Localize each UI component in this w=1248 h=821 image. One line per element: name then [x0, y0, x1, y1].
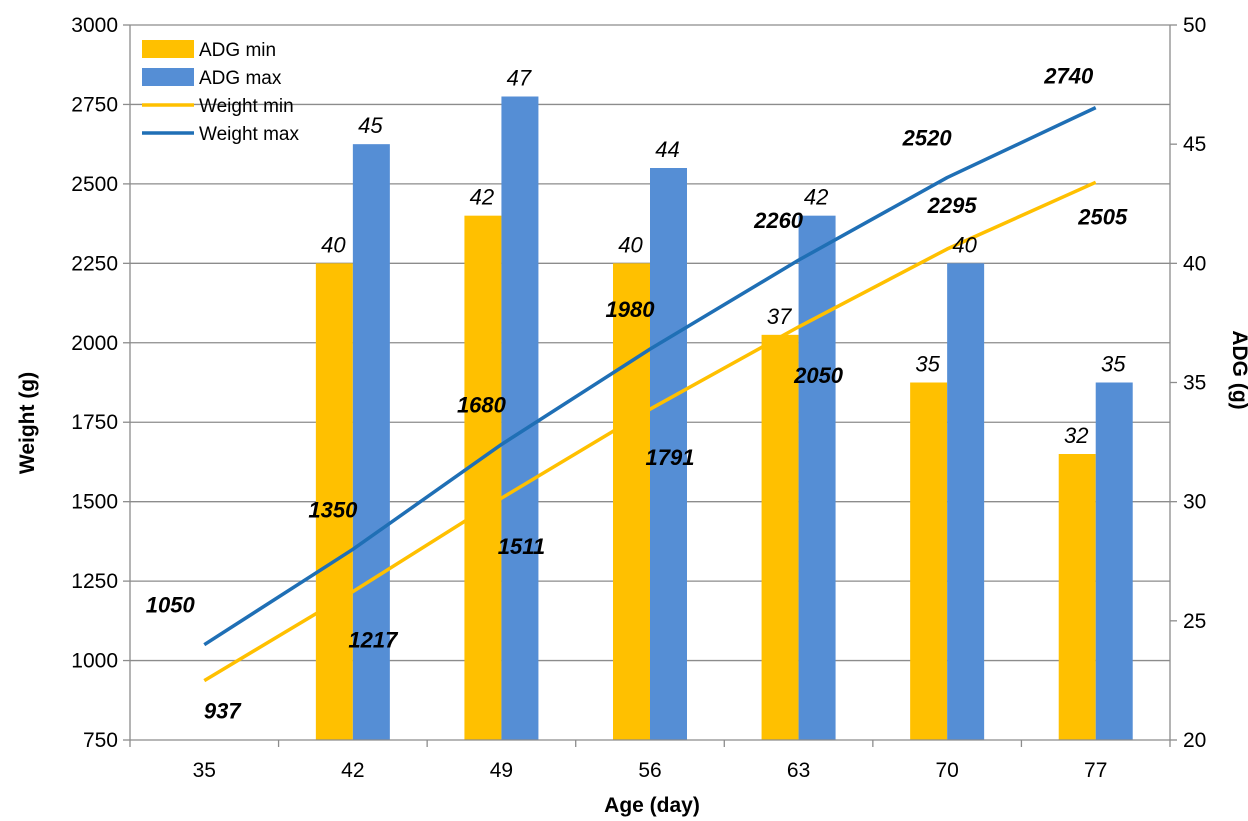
- axes: 750 1000 1250 1500 1750 2000 2250 2500 2750 3000 2…: [71, 14, 1206, 782]
- bar-label: 47: [507, 66, 532, 91]
- y-tick-label: 2500: [71, 173, 118, 196]
- line-label: 1791: [646, 445, 695, 470]
- line-label: 2740: [1043, 64, 1094, 89]
- line-label: 2050: [793, 363, 844, 388]
- bar-adg-min: [761, 334, 799, 740]
- y2-tick-label: 45: [1183, 133, 1206, 156]
- line-label: 2520: [902, 126, 953, 151]
- line-label: 1980: [606, 297, 656, 322]
- lines: [203, 106, 1097, 683]
- line-label: 1217: [348, 628, 399, 653]
- legend: ADG min ADG max Weight min Weight max: [142, 40, 299, 145]
- line-weight-max: [203, 106, 1097, 647]
- bar-adg-min: [613, 263, 650, 740]
- line-label: 2505: [1077, 204, 1128, 229]
- y2-tick-label: 25: [1183, 610, 1206, 633]
- data-labels: 40 42 40 37 35 32 45 47 44 42 40 35 937 1217 1511 1791 2…: [146, 64, 1128, 724]
- y-tick-label: 3000: [71, 14, 118, 37]
- bar-label: 42: [470, 185, 494, 210]
- y-tick-label: 2750: [71, 93, 118, 116]
- y2-tick-label: 35: [1183, 372, 1206, 395]
- bar-label: 32: [1064, 423, 1088, 448]
- line-label: 1050: [146, 593, 196, 618]
- bar-adg-min: [1058, 454, 1096, 740]
- bar-label: 37: [767, 304, 792, 329]
- bar-adg-min: [464, 215, 502, 740]
- legend-label: ADG min: [199, 40, 276, 61]
- bar-adg-min: [315, 263, 353, 740]
- x-tick-label: 70: [935, 759, 958, 782]
- bar-label: 44: [655, 137, 679, 162]
- legend-label: Weight max: [199, 124, 299, 145]
- line-label: 1680: [457, 392, 507, 417]
- bar-adg-min: [910, 382, 948, 740]
- bar-label: 45: [358, 113, 383, 138]
- bar-label: 40: [321, 232, 346, 257]
- line-label: 2295: [927, 193, 978, 218]
- line-label: 1511: [498, 534, 545, 559]
- legend-swatch: [142, 68, 194, 86]
- x-tick-label: 35: [193, 759, 216, 782]
- x-tick-label: 63: [787, 759, 810, 782]
- line-label: 937: [204, 699, 242, 724]
- x-tick-label: 42: [341, 759, 364, 782]
- bar-adg-max: [352, 144, 390, 740]
- y2-tick-label: 50: [1183, 14, 1206, 37]
- bar-adg-max: [501, 96, 539, 740]
- line-label: 1350: [308, 497, 358, 522]
- y2-tick-label: 30: [1183, 491, 1206, 514]
- y2-tick-label: 40: [1183, 252, 1206, 275]
- x-tick-label: 56: [638, 759, 661, 782]
- legend-swatch: [142, 40, 194, 58]
- bar-label: 35: [915, 352, 940, 377]
- bar-label: 40: [618, 232, 643, 257]
- line-label: 2260: [753, 208, 804, 233]
- y-tick-label: 1750: [71, 411, 118, 434]
- y2-axis-title: ADG (g): [1228, 330, 1248, 409]
- y2-tick-label: 20: [1183, 729, 1206, 752]
- legend-label: ADG max: [199, 68, 282, 89]
- y-tick-label: 750: [83, 729, 118, 752]
- y-tick-label: 2000: [71, 332, 118, 355]
- x-tick-label: 77: [1084, 759, 1107, 782]
- y-tick-label: 1000: [71, 650, 118, 673]
- y-tick-label: 1500: [71, 491, 118, 514]
- bar-label: 42: [804, 185, 828, 210]
- bars: [315, 96, 1133, 740]
- y-tick-label: 2250: [71, 252, 118, 275]
- bar-adg-max: [798, 215, 836, 740]
- x-axis-title: Age (day): [604, 794, 700, 817]
- legend-label: Weight min: [199, 96, 294, 117]
- bar-label: 35: [1101, 352, 1126, 377]
- x-tick-label: 49: [490, 759, 513, 782]
- y-axis-title: Weight (g): [16, 372, 39, 474]
- bar-adg-max: [650, 168, 687, 740]
- y-tick-label: 1250: [71, 570, 118, 593]
- bar-adg-max: [947, 263, 985, 740]
- bar-label: 40: [952, 232, 977, 257]
- line-weight-min: [203, 180, 1097, 683]
- bar-adg-max: [1095, 382, 1133, 740]
